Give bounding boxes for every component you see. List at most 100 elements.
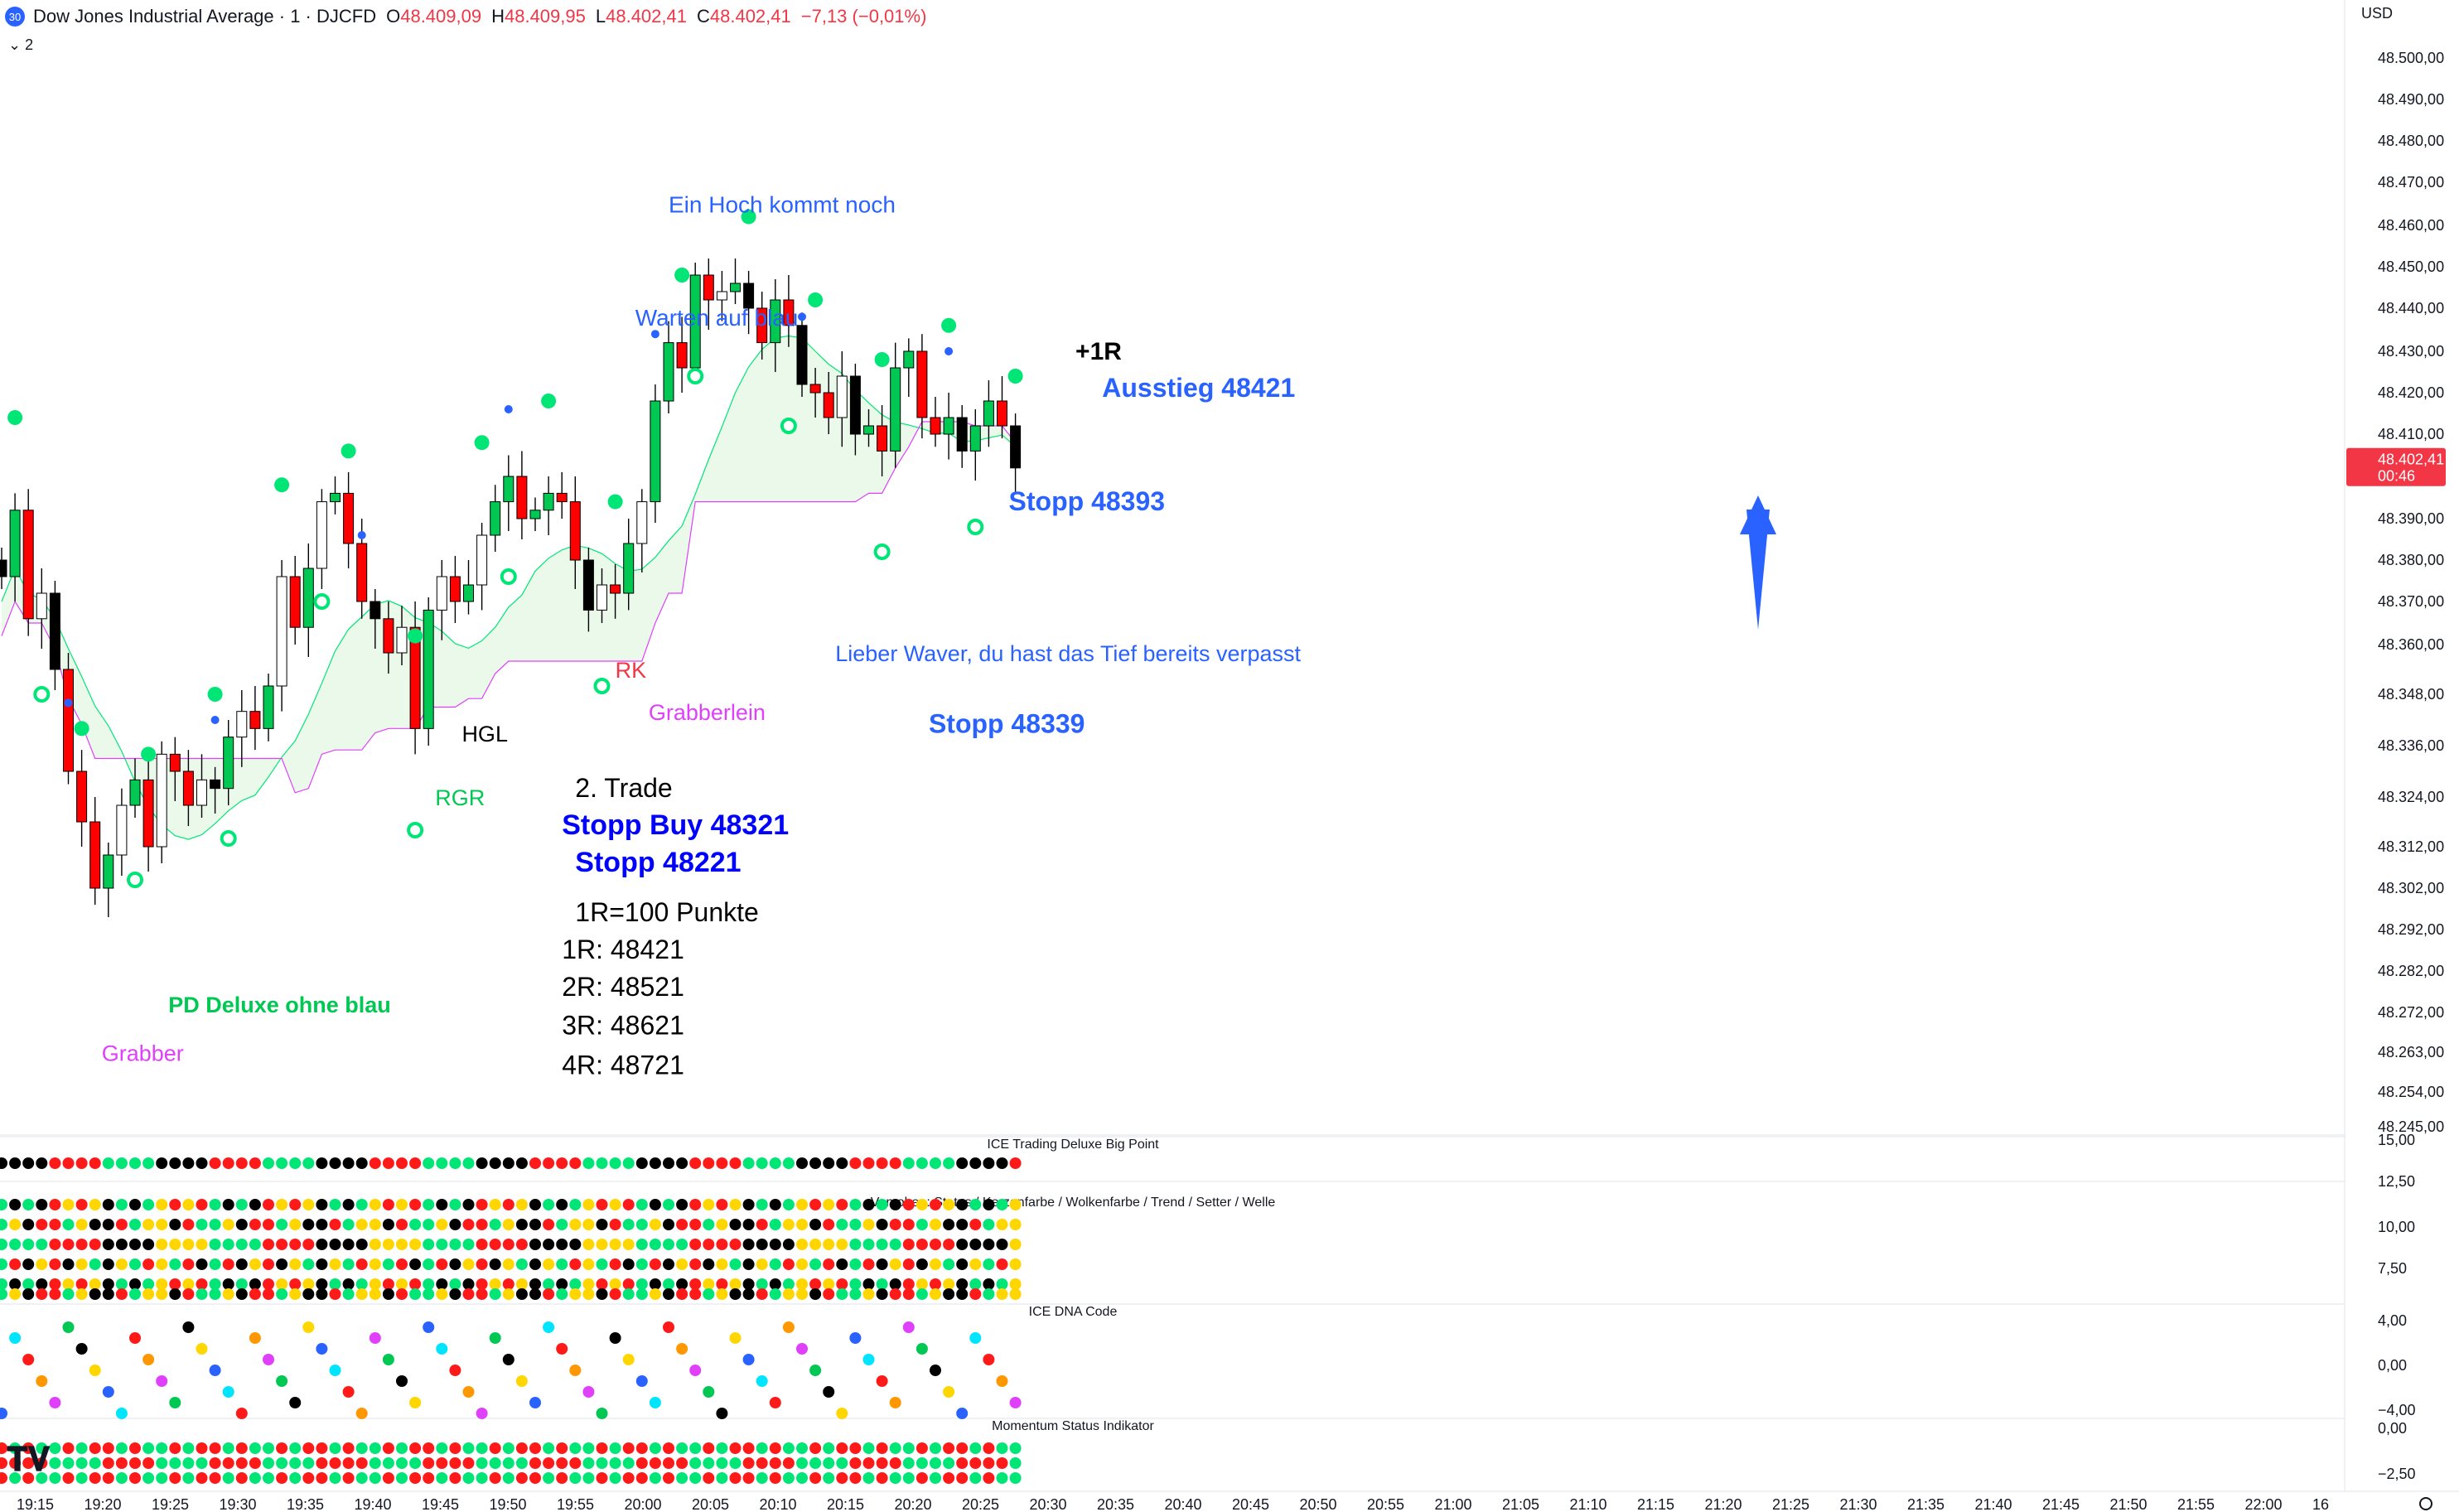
status-dot: [649, 1219, 661, 1230]
status-dot: [209, 1288, 221, 1300]
status-dot: [289, 1157, 302, 1169]
tradingview-logo-icon[interactable]: 𝐓𝐕: [7, 1442, 51, 1478]
candle-body: [103, 854, 114, 889]
status-dot: [62, 1278, 75, 1290]
status-dot: [996, 1457, 1008, 1469]
status-dot: [462, 1442, 475, 1454]
status-dot: [849, 1457, 862, 1469]
status-dot: [782, 1258, 795, 1270]
status-dot: [649, 1457, 661, 1469]
status-dot: [36, 1457, 48, 1469]
time-tick-label: 19:45: [422, 1496, 459, 1512]
status-dot: [396, 1442, 408, 1454]
candle: [823, 372, 834, 434]
status-dot: [782, 1288, 795, 1300]
status-dot: [222, 1472, 234, 1484]
status-dot: [129, 1157, 141, 1169]
price-tick-label: 48.410,00: [2378, 426, 2444, 442]
annotation-label: Ein Hoch kommt noch: [669, 191, 896, 217]
status-dot: [889, 1278, 901, 1290]
symbol-title[interactable]: Dow Jones Industrial Average · 1 · DJCFD: [33, 6, 377, 27]
price-tick-label: 48.490,00: [2378, 91, 2444, 108]
candle: [370, 589, 381, 649]
status-dot: [249, 1278, 261, 1290]
status-dot: [569, 1472, 582, 1484]
buy-signal-dot: [7, 410, 23, 425]
buy-signal-dot: [941, 317, 957, 333]
status-dot: [36, 1288, 48, 1300]
status-dot: [0, 1219, 7, 1230]
status-dot: [849, 1442, 862, 1454]
status-dot: [355, 1457, 368, 1469]
annotation-label: Warten auf blau: [635, 305, 799, 331]
status-dot: [316, 1239, 328, 1250]
candle: [730, 258, 741, 304]
candle: [490, 485, 501, 552]
status-dot: [649, 1199, 661, 1210]
status-dot: [556, 1278, 568, 1290]
status-dot: [235, 1239, 248, 1250]
status-dot: [476, 1199, 488, 1210]
time-tick-label: 21:20: [1705, 1496, 1742, 1512]
status-dot: [316, 1258, 328, 1270]
pane-title: ICE Trading Deluxe Big Point: [987, 1138, 1159, 1152]
status-dot: [889, 1472, 901, 1484]
status-dot: [263, 1219, 274, 1230]
status-dot: [289, 1442, 302, 1454]
indicator-toggle[interactable]: ⌄ 2: [8, 36, 34, 53]
status-dot: [703, 1278, 715, 1290]
status-dot: [729, 1278, 742, 1290]
candle-body: [236, 711, 248, 738]
status-dot: [809, 1157, 822, 1169]
status-dot: [89, 1442, 101, 1454]
status-dot: [449, 1219, 461, 1230]
symbol-badge[interactable]: 30: [5, 7, 25, 27]
status-dot: [0, 1239, 7, 1250]
status-dot: [316, 1219, 328, 1230]
dna-dot: [582, 1386, 595, 1398]
status-dot: [862, 1157, 875, 1169]
dna-dot: [209, 1365, 221, 1376]
status-dot: [36, 1219, 48, 1230]
candle-body: [636, 501, 648, 544]
status-dot: [569, 1239, 582, 1250]
status-dot: [329, 1239, 341, 1250]
status-dot: [796, 1472, 808, 1484]
status-dot: [796, 1457, 808, 1469]
status-dot: [902, 1219, 915, 1230]
candle-body: [650, 400, 661, 503]
status-dot: [756, 1457, 768, 1469]
candle: [63, 653, 74, 785]
candle-body: [623, 543, 635, 594]
status-dot: [635, 1442, 648, 1454]
status-dot: [1009, 1472, 1022, 1484]
status-dot: [249, 1472, 261, 1484]
dna-dot: [489, 1332, 501, 1344]
status-dot: [889, 1258, 901, 1270]
status-dot: [449, 1288, 461, 1300]
candle-body: [343, 492, 355, 544]
status-dot: [355, 1258, 368, 1270]
status-dot: [302, 1219, 315, 1230]
status-dot: [276, 1288, 288, 1300]
candle-body: [63, 669, 74, 772]
candle-body: [743, 283, 755, 309]
status-dot: [462, 1219, 475, 1230]
status-dot: [289, 1258, 302, 1270]
status-dot: [996, 1157, 1008, 1169]
candle: [76, 750, 88, 847]
status-dot: [622, 1258, 635, 1270]
pane-axis-label: 15,00: [2378, 1132, 2415, 1148]
status-dot: [556, 1472, 568, 1484]
status-dot: [476, 1288, 488, 1300]
status-dot: [75, 1457, 88, 1469]
status-dot: [902, 1278, 915, 1290]
status-dot: [796, 1239, 808, 1250]
currency-label[interactable]: USD: [2361, 5, 2394, 22]
candle: [89, 797, 101, 905]
status-dot: [316, 1199, 328, 1210]
status-dot: [596, 1157, 608, 1169]
status-dot: [703, 1472, 715, 1484]
status-dot: [423, 1199, 435, 1210]
